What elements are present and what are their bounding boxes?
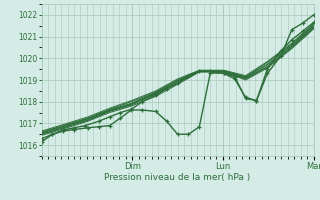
- X-axis label: Pression niveau de la mer( hPa ): Pression niveau de la mer( hPa ): [104, 173, 251, 182]
